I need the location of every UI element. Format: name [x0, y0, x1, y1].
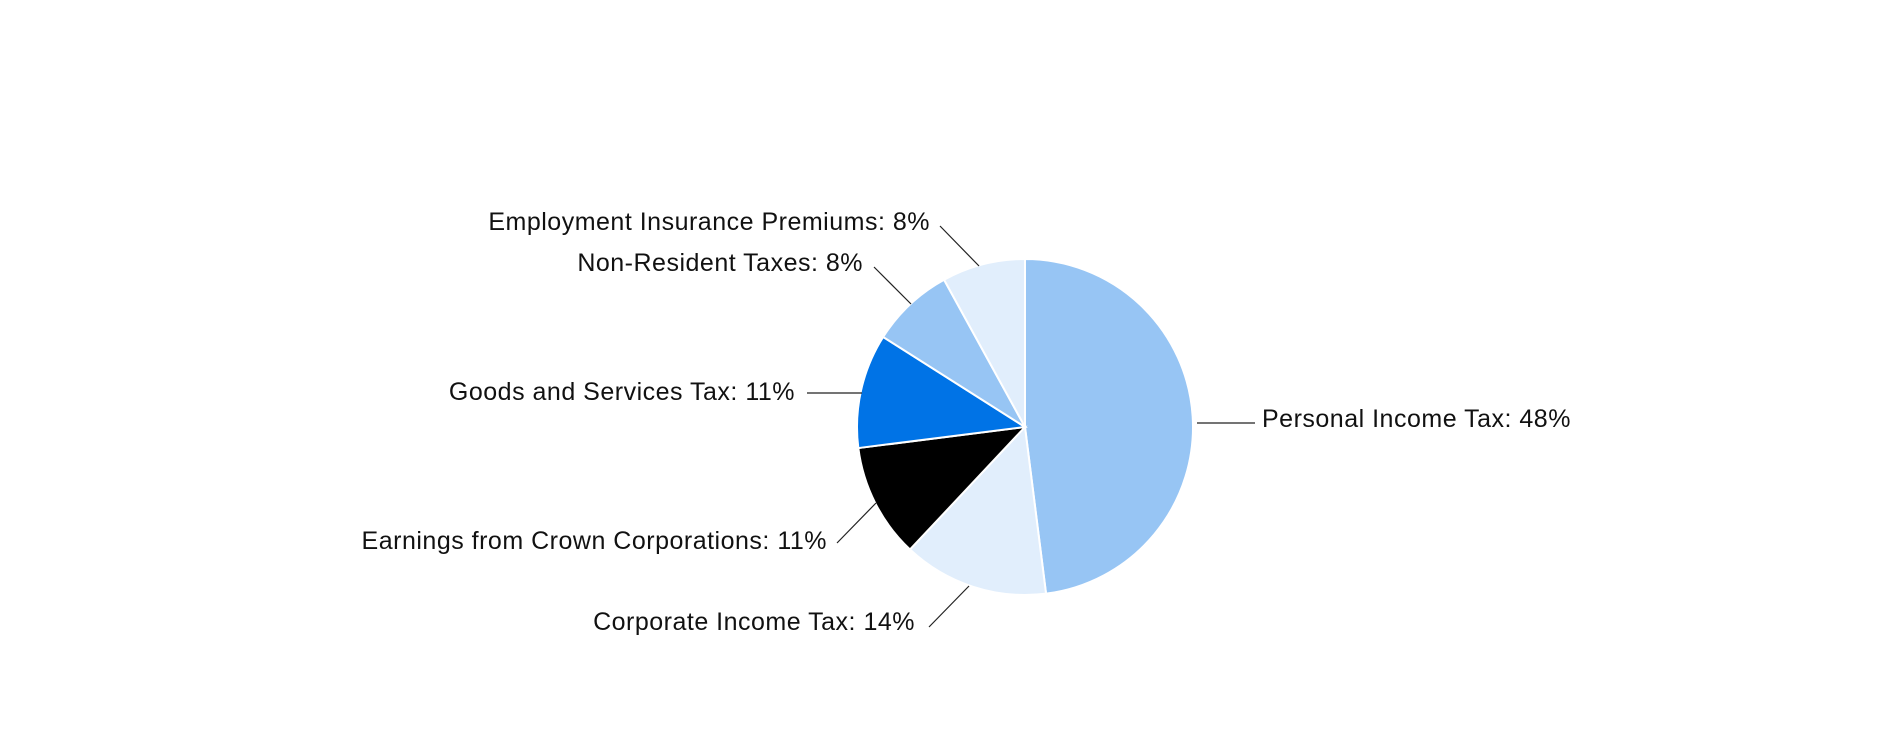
leader-employment-insurance-premiums [939, 225, 980, 267]
slice-label-goods-and-services-tax: Goods and Services Tax: 11% [449, 378, 795, 406]
pie-slice-goods-and-services-tax [856, 335, 1028, 450]
leader-earnings-crown-corporations [836, 502, 877, 544]
pie-slice-personal-income-tax [1024, 257, 1194, 595]
slice-label-non-resident-taxes: Non-Resident Taxes: 8% [577, 249, 863, 277]
slice-label-employment-insurance-premiums: Employment Insurance Premiums: 8% [488, 208, 930, 236]
slice-label-corporate-income-tax: Corporate Income Tax: 14% [593, 608, 915, 636]
leader-lines [807, 225, 1255, 628]
leader-corporate-income-tax [928, 585, 970, 628]
leader-non-resident-taxes [873, 266, 912, 305]
slice-labels: Personal Income Tax: 48% Corporate Incom… [362, 208, 1571, 636]
slice-label-earnings-crown-corporations: Earnings from Crown Corporations: 11% [362, 527, 827, 555]
slice-label-personal-income-tax: Personal Income Tax: 48% [1262, 405, 1571, 433]
pie-slice-employment-insurance-premiums [942, 257, 1026, 428]
pie-slices [856, 257, 1194, 596]
pie-slice-corporate-income-tax [908, 424, 1048, 596]
